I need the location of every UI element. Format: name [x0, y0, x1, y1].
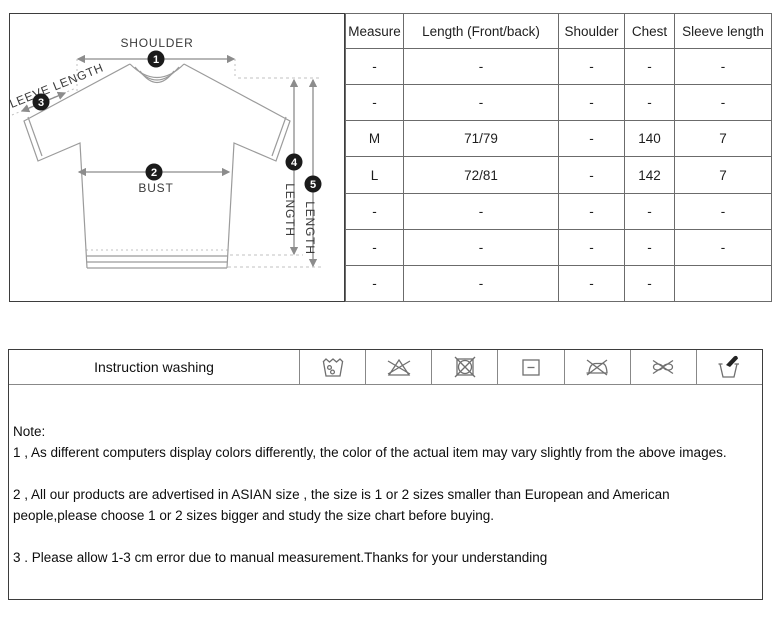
col-header-measure: Measure: [345, 12, 404, 50]
washing-title: Instruction washing: [9, 350, 300, 384]
cell: -: [624, 192, 675, 230]
cell: -: [403, 84, 559, 122]
cell: -: [674, 228, 772, 266]
marker-3: 3: [32, 93, 50, 111]
cell: 71/79: [403, 120, 559, 158]
col-header-shoulder: Shoulder: [558, 12, 625, 50]
cell: 140: [624, 120, 675, 158]
marker-2: 2: [145, 163, 163, 181]
length-label-outer: LENGTH: [303, 201, 317, 254]
cell: -: [558, 264, 625, 303]
table-row: - - - -: [345, 264, 772, 303]
washing-icon-cell: [631, 350, 697, 384]
cell: -: [558, 120, 625, 158]
svg-text:1: 1: [153, 54, 159, 66]
table-row: - - - - -: [345, 192, 772, 230]
note-item-3: 3 . Please allow 1-3 cm error due to man…: [13, 550, 548, 565]
do-not-tumble-dry-icon: [454, 356, 476, 378]
washing-icon-cell: [697, 350, 762, 384]
cell: -: [345, 264, 404, 303]
cell: -: [403, 192, 559, 230]
cell: -: [403, 228, 559, 266]
marker-1: 1: [147, 50, 165, 68]
table-row: - - - - -: [345, 48, 772, 86]
washing-icon-cell: [300, 350, 367, 384]
cell: -: [624, 264, 675, 303]
col-header-length: Length (Front/back): [403, 12, 559, 50]
cell: 7: [674, 156, 772, 194]
cell: -: [624, 84, 675, 122]
tshirt-measurement-diagram: SHOULDER SLEEVE LENGTH BUST LENGTH LENGT…: [0, 36, 322, 269]
measurement-arrows: [20, 54, 318, 268]
cell: 142: [624, 156, 675, 194]
table-row-size-m: M 71/79 - 140 7: [345, 120, 772, 158]
bust-label: BUST: [138, 181, 173, 195]
washing-notes-box: Instruction washing: [8, 349, 763, 600]
flat-dry-icon: [522, 359, 540, 376]
cell: -: [674, 48, 772, 86]
do-not-iron-icon: [586, 359, 608, 376]
cell: -: [558, 156, 625, 194]
washing-instruction-row: Instruction washing: [9, 350, 762, 385]
cell: [674, 264, 772, 303]
svg-text:4: 4: [291, 157, 298, 169]
cell: -: [624, 228, 675, 266]
cell: -: [558, 228, 625, 266]
cell: -: [403, 264, 559, 303]
do-not-wring-icon: [652, 359, 674, 375]
cell: -: [345, 192, 404, 230]
cell: -: [558, 84, 625, 122]
cell: -: [674, 192, 772, 230]
table-row: - - - - -: [345, 84, 772, 122]
do-not-bleach-icon: [387, 358, 411, 376]
cell: -: [345, 48, 404, 86]
col-header-sleeve: Sleeve length: [674, 12, 772, 50]
cell: L: [345, 156, 404, 194]
cell: -: [674, 84, 772, 122]
shoulder-label: SHOULDER: [120, 36, 193, 50]
svg-text:5: 5: [310, 179, 316, 191]
cell: 72/81: [403, 156, 559, 194]
washing-icon-cell: [565, 350, 631, 384]
cell: -: [403, 48, 559, 86]
table-header-row: Measure Length (Front/back) Shoulder Che…: [345, 12, 772, 50]
sleeve-length-label: SLEEVE LENGTH: [10, 60, 106, 114]
cell: -: [345, 228, 404, 266]
note-item-2: 2 , All our products are advertised in A…: [13, 487, 670, 523]
cell: M: [345, 120, 404, 158]
table-row-size-l: L 72/81 - 142 7: [345, 156, 772, 194]
col-header-chest: Chest: [624, 12, 675, 50]
cell: -: [558, 48, 625, 86]
marker-4: 4: [285, 153, 303, 171]
washing-icon-cell: [498, 350, 565, 384]
cell: -: [624, 48, 675, 86]
notes-heading: Note:: [13, 424, 46, 439]
tshirt-outline-icon: [23, 63, 291, 269]
svg-text:3: 3: [38, 97, 44, 109]
cell: 7: [674, 120, 772, 158]
table-row: - - - - -: [345, 228, 772, 266]
hand-wash-icon: [718, 355, 740, 378]
length-label-inner: LENGTH: [283, 183, 297, 236]
gentle-wash-tub-icon: [322, 358, 344, 377]
cell: -: [558, 192, 625, 230]
size-chart-table: Measure Length (Front/back) Shoulder Che…: [345, 12, 772, 303]
cell: -: [345, 84, 404, 122]
measurement-diagram-box: SHOULDER SLEEVE LENGTH BUST LENGTH LENGT…: [0, 13, 345, 302]
marker-5: 5: [304, 175, 322, 193]
washing-icon-cell: [432, 350, 499, 384]
svg-text:2: 2: [151, 167, 157, 179]
note-item-1: 1 , As different computers display color…: [13, 445, 727, 460]
notes-section: Note: 1 , As different computers display…: [9, 385, 762, 568]
washing-icon-cell: [366, 350, 433, 384]
